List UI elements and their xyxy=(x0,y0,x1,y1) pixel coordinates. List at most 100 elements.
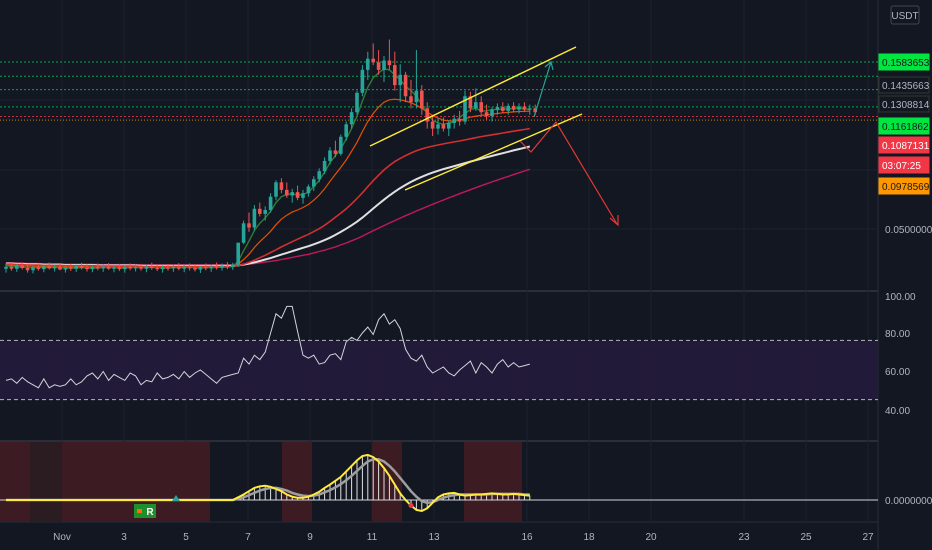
rsi-tick-label: 80.00 xyxy=(885,329,910,340)
price-tag-bg xyxy=(878,53,930,71)
candle-body xyxy=(139,267,143,269)
candle-body xyxy=(177,266,181,269)
price-tag-label: 0.1161862 xyxy=(882,122,929,133)
price-tag: 03:07:25 xyxy=(878,156,930,174)
oscillator-panel xyxy=(0,453,878,513)
price-tag-label: 0.0978569 xyxy=(882,182,930,193)
candle-body xyxy=(58,266,62,270)
candle-body xyxy=(474,102,478,109)
candle-body xyxy=(414,90,419,103)
candle-body xyxy=(322,160,327,172)
price-tag-bg xyxy=(878,76,930,94)
candle-body xyxy=(31,267,35,271)
candle-body xyxy=(90,267,95,270)
price-tag-bg xyxy=(878,177,930,195)
price-tag-bg xyxy=(878,95,930,113)
candle-body xyxy=(171,266,176,269)
price-tag-label: 0.1087131 xyxy=(882,141,930,152)
time-tick-label: 25 xyxy=(800,532,812,543)
price-tag-label: 0.1435663 xyxy=(882,81,930,92)
horizontal-levels xyxy=(0,61,878,121)
price-tag-bg xyxy=(878,136,930,154)
bullish-arrow xyxy=(533,61,552,118)
candle-body xyxy=(317,171,321,180)
candle-body xyxy=(425,108,429,122)
candle-body xyxy=(268,196,273,211)
candle-body xyxy=(457,118,462,122)
bearish-arrow-head-icon xyxy=(609,215,619,227)
candle-body xyxy=(333,150,338,154)
time-tick-label: 9 xyxy=(307,532,313,543)
candle-body xyxy=(301,193,305,198)
bearish-arrow xyxy=(519,120,618,225)
candle-body xyxy=(144,266,149,269)
currency-button[interactable]: USDT xyxy=(890,5,920,25)
candle-body xyxy=(182,267,186,269)
candle-body xyxy=(25,267,30,271)
price-tag-label: 0.1308814 xyxy=(882,100,930,111)
osc-tick-label: 0.0000000 xyxy=(885,496,932,507)
candle-body xyxy=(349,112,354,125)
time-tick-label: 23 xyxy=(738,532,750,543)
candle-body xyxy=(85,267,89,270)
price-tag-label: 0.1583653 xyxy=(882,58,930,69)
candle-body xyxy=(117,267,122,270)
grid-lines xyxy=(0,0,878,522)
time-tick-label: 20 xyxy=(645,532,657,543)
price-tag-label: 03:07:25 xyxy=(882,161,921,172)
candle-body xyxy=(484,112,489,117)
candle-body xyxy=(495,107,500,110)
osc-cross-dot xyxy=(408,503,414,508)
candle-body xyxy=(155,267,159,270)
time-tick-label: 27 xyxy=(862,532,874,543)
price-tags: 0.1583653 0.1435663 0.1308814 0.1161862 0.10… xyxy=(878,53,930,195)
candle-body xyxy=(393,65,397,86)
candle-body xyxy=(522,106,527,110)
candle-body xyxy=(501,107,505,111)
candle-body xyxy=(295,192,300,198)
candle-body xyxy=(463,96,467,122)
user-drawings xyxy=(369,46,619,227)
candle-body xyxy=(441,124,446,129)
candle-body xyxy=(150,266,154,268)
candle-body xyxy=(263,210,267,214)
ma-slow-line xyxy=(6,127,530,268)
candle-body xyxy=(371,58,375,63)
candle-body xyxy=(430,121,435,129)
candle-body xyxy=(187,267,192,269)
candle-body xyxy=(204,267,208,269)
candle-body xyxy=(328,150,332,161)
trend-zone xyxy=(0,442,30,522)
signal-marker[interactable]: R xyxy=(134,504,156,518)
candle-body xyxy=(247,223,251,228)
price-tag-bg xyxy=(878,117,930,135)
candle-body xyxy=(241,223,246,243)
price-tag-bg xyxy=(878,156,930,174)
candle-body xyxy=(279,182,284,190)
candle-body xyxy=(517,106,521,110)
trend-zone xyxy=(30,442,62,522)
price-tag: 0.1583653 xyxy=(878,53,930,71)
candle-body xyxy=(409,96,413,103)
candle-body xyxy=(436,124,440,129)
candle-body xyxy=(403,74,408,97)
candle-body xyxy=(20,265,24,268)
time-tick-label: 5 xyxy=(183,532,189,543)
candle-body xyxy=(220,265,224,268)
candle-body xyxy=(101,266,105,269)
candle-body xyxy=(468,96,473,109)
price-tag: 0.1308814 xyxy=(878,95,930,113)
candle-body xyxy=(290,192,294,196)
rsi-panel xyxy=(0,305,878,401)
candle-body xyxy=(225,265,230,267)
price-tag: 0.1435663 xyxy=(878,76,930,94)
price-tag: 0.1087131 xyxy=(878,136,930,154)
candle-body xyxy=(52,266,57,269)
candle-body xyxy=(387,60,392,66)
candle-body xyxy=(166,267,170,269)
signal-label: R xyxy=(146,507,154,518)
time-tick-label: 3 xyxy=(121,532,127,543)
candle-body xyxy=(306,186,311,194)
